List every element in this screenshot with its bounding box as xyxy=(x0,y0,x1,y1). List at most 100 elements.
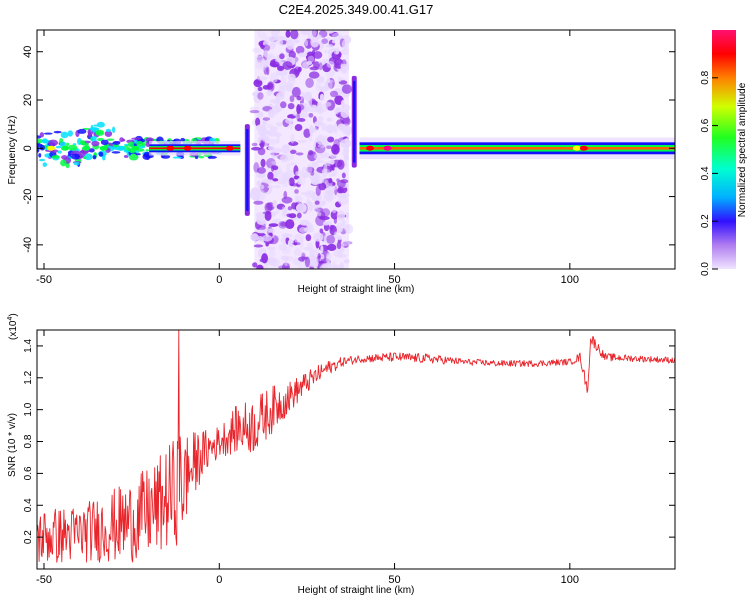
heatmap-cell xyxy=(254,79,262,85)
heatmap-cell xyxy=(317,115,324,123)
heatmap-cell xyxy=(128,153,139,161)
heatmap-cell xyxy=(340,48,350,56)
heatmap-cell xyxy=(313,51,323,59)
heatmap-cell xyxy=(38,153,42,158)
heatmap-cell xyxy=(340,192,351,198)
heatmap-cell xyxy=(281,246,291,255)
heatmap-cell xyxy=(317,85,321,89)
heatmap-cell xyxy=(249,106,260,111)
heatmap-cell xyxy=(278,220,288,229)
heatmap-cell xyxy=(336,210,345,221)
heatmap-cell xyxy=(332,264,344,269)
heatmap-cell xyxy=(77,128,87,134)
heatmap-cell xyxy=(311,105,317,110)
heatmap-cell xyxy=(256,75,267,81)
heatmap-cell xyxy=(255,117,261,127)
heatmap-cell xyxy=(341,172,346,179)
heatmap-cell xyxy=(323,189,334,200)
heatmap-cell xyxy=(288,50,296,59)
heatmap-cell xyxy=(308,71,320,79)
heatmap-cell xyxy=(260,158,266,168)
heatmap-cell xyxy=(326,145,332,150)
heatmap-cell xyxy=(307,55,315,63)
heatmap-cell xyxy=(321,208,331,217)
heatmap-cell xyxy=(313,207,320,213)
heatmap-cell xyxy=(264,202,273,213)
heatmap-cell xyxy=(310,36,320,48)
heatmap-cell xyxy=(319,228,324,234)
heatmap-cell xyxy=(311,161,319,169)
snr-frame xyxy=(36,329,676,570)
heatmap-cell xyxy=(289,149,297,155)
heatmap-cell xyxy=(271,160,277,165)
heatmap-cell xyxy=(297,104,305,111)
heatmap-cell xyxy=(311,196,323,202)
heatmap-cell xyxy=(290,30,299,40)
snr-xtick-label: -50 xyxy=(36,574,52,586)
heatmap-cell xyxy=(333,47,340,55)
heatmap-cell xyxy=(135,153,141,156)
snr-ytick-label: 1.0 xyxy=(23,402,34,416)
heatmap-cell xyxy=(319,216,330,221)
heatmap-cell xyxy=(319,265,329,269)
heatmap-cell xyxy=(257,235,263,240)
heatmap-cell xyxy=(246,128,249,212)
heatmap-cell xyxy=(51,155,60,159)
heatmap-cell xyxy=(96,121,105,128)
heatmap-cell xyxy=(67,130,73,137)
heatmap-cell xyxy=(296,95,302,101)
heatmap-cell xyxy=(305,234,312,242)
colorbar-tick-label: 0.8 xyxy=(700,70,711,84)
heatmap-cell xyxy=(296,195,303,204)
heatmap-cell xyxy=(257,30,261,37)
heatmap-cell xyxy=(255,124,267,132)
heatmap-cell xyxy=(340,179,349,184)
heatmap-cell xyxy=(260,139,264,150)
heatmap-cell xyxy=(286,162,291,173)
heatmap-cell xyxy=(264,210,272,222)
spectrogram-ticks: -50 0 50 100 -40 -20 0 20 40 xyxy=(22,30,675,286)
heatmap-cell xyxy=(353,80,356,163)
snr-xtick-label: 0 xyxy=(216,574,222,586)
heatmap-cell xyxy=(253,244,264,248)
heatmap-cell xyxy=(293,248,302,257)
heatmap-cell xyxy=(359,146,675,150)
heatmap-cell xyxy=(325,44,334,48)
heatmap-cell xyxy=(314,175,325,185)
heatmap-cell xyxy=(42,138,48,144)
heatmap-cell xyxy=(303,128,311,139)
heatmap-cell xyxy=(319,253,325,260)
heatmap-cell xyxy=(250,233,259,242)
heatmap-cell xyxy=(294,189,299,194)
spectrogram-ytick-label: -40 xyxy=(22,237,34,253)
colorbar: 0.0 0.2 0.4 0.6 0.8 Normalized spectral ampl… xyxy=(700,30,748,276)
heatmap-cell xyxy=(60,159,67,167)
heatmap-cell xyxy=(225,145,234,151)
heatmap-cell xyxy=(298,30,310,35)
heatmap-cell xyxy=(257,92,264,100)
heatmap-cell xyxy=(306,60,313,65)
heatmap-cell xyxy=(259,32,268,40)
spectrogram-ylabel: Frequency (Hz) xyxy=(7,116,18,185)
heatmap-cell xyxy=(325,152,330,160)
heatmap-cell xyxy=(285,84,294,92)
heatmap-cell xyxy=(61,145,70,151)
heatmap-cell xyxy=(317,144,326,148)
heatmap-cell xyxy=(321,122,327,132)
spectrogram-frame xyxy=(36,29,676,270)
colorbar-label: Normalized spectral amplitude xyxy=(737,82,748,217)
heatmap-cell xyxy=(326,234,336,244)
heatmap-cell xyxy=(272,200,278,208)
heatmap-cell xyxy=(326,77,331,84)
heatmap-cell xyxy=(266,55,273,60)
heatmap-cell xyxy=(333,251,343,257)
heatmap-cell xyxy=(111,151,121,154)
spectrogram-panel: -50 0 50 100 -40 -20 0 20 40 Height of straight … xyxy=(7,29,676,295)
heatmap-cell xyxy=(312,232,324,242)
heatmap-cell xyxy=(292,242,302,246)
heatmap-cell xyxy=(257,86,263,92)
spectrogram-heatmap xyxy=(37,30,675,269)
heatmap-cell xyxy=(271,105,279,115)
snr-ytick-label: 0.2 xyxy=(23,530,34,544)
